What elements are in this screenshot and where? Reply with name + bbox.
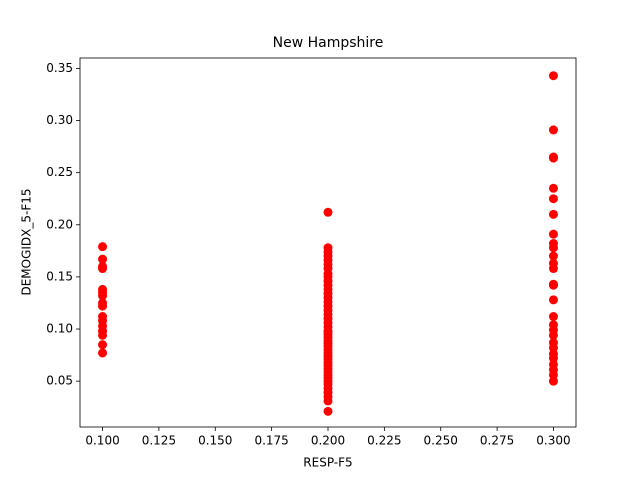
point <box>323 396 333 406</box>
x-tick-label: 0.150 <box>198 434 232 448</box>
point <box>548 280 558 290</box>
point <box>98 330 108 340</box>
chart-title: New Hampshire <box>273 35 384 51</box>
x-tick-label: 0.175 <box>254 434 288 448</box>
point <box>548 183 558 193</box>
point <box>548 243 558 253</box>
point <box>323 406 333 416</box>
y-tick-label: 0.25 <box>46 165 73 179</box>
y-tick-label: 0.15 <box>46 269 73 283</box>
point <box>98 301 108 311</box>
point <box>548 251 558 261</box>
x-tick-label: 0.250 <box>424 434 458 448</box>
point <box>548 353 558 363</box>
x-tick-label: 0.225 <box>367 434 401 448</box>
plot-frame <box>79 57 577 428</box>
y-tick-label: 0.20 <box>46 217 73 231</box>
point <box>548 153 558 163</box>
point <box>548 330 558 340</box>
y-axis-label: DEMOGIDX_5-F15 <box>20 188 34 295</box>
point <box>548 229 558 239</box>
point <box>98 264 108 274</box>
x-axis-label: RESP-F5 <box>303 456 352 470</box>
y-tick-label: 0.10 <box>46 322 73 336</box>
point <box>548 295 558 305</box>
x-tick-label: 0.275 <box>480 434 514 448</box>
y-tick-label: 0.05 <box>46 374 73 388</box>
x-tick-label: 0.200 <box>311 434 345 448</box>
x-tick-label: 0.300 <box>536 434 570 448</box>
point <box>548 343 558 353</box>
point <box>548 125 558 135</box>
point <box>548 194 558 204</box>
point <box>323 207 333 217</box>
point <box>548 209 558 219</box>
point <box>98 291 108 301</box>
point <box>98 348 108 358</box>
point <box>548 264 558 274</box>
point <box>548 376 558 386</box>
point <box>548 370 558 380</box>
point <box>98 254 108 264</box>
x-tick-label: 0.125 <box>142 434 176 448</box>
point <box>548 312 558 322</box>
point <box>548 71 558 81</box>
y-tick-label: 0.30 <box>46 113 73 127</box>
y-tick-label: 0.35 <box>46 61 73 75</box>
x-tick-label: 0.100 <box>85 434 119 448</box>
point <box>98 340 108 350</box>
point <box>98 242 108 252</box>
